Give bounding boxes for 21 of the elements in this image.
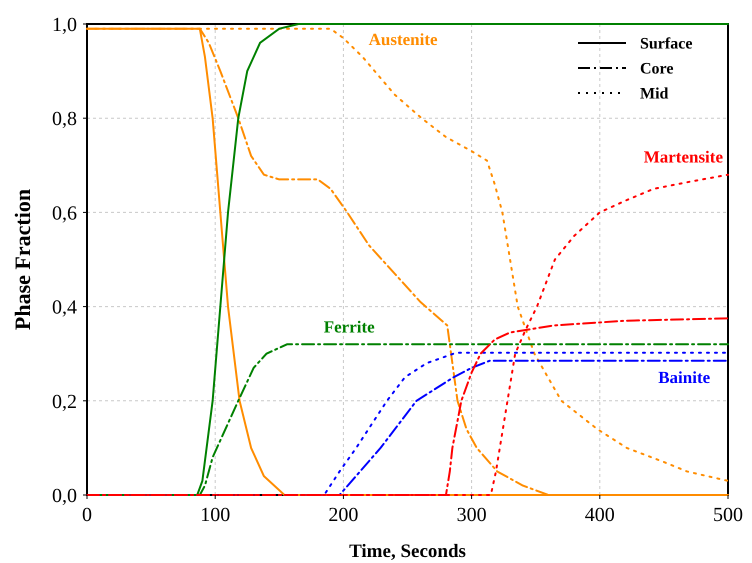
annotation: Austenite [368, 30, 438, 49]
x-tick-label: 0 [82, 504, 92, 526]
annotation: Core [640, 60, 674, 78]
y-tick-label: 0,8 [52, 108, 77, 130]
y-axis-title: Phase Fraction [10, 188, 35, 330]
y-tick-label: 0,2 [52, 390, 77, 413]
x-tick-label: 300 [456, 504, 487, 526]
y-tick-label: 1,0 [52, 14, 77, 36]
x-tick-label: 100 [200, 504, 230, 526]
annotation: Surface [640, 36, 692, 53]
x-tick-label: 200 [328, 504, 358, 526]
annotation: Bainite [658, 368, 711, 387]
annotation: Ferrite [324, 317, 376, 336]
annotation: Mid [640, 86, 669, 103]
y-tick-label: 0,0 [52, 485, 77, 507]
x-tick-label: 400 [584, 504, 615, 526]
y-tick-label: 0,4 [52, 296, 77, 319]
x-tick-label: 500 [713, 504, 743, 526]
y-tick-label: 0,6 [52, 202, 77, 224]
x-axis-title: Time, Seconds [349, 541, 466, 562]
annotation: Martensite [644, 148, 724, 167]
